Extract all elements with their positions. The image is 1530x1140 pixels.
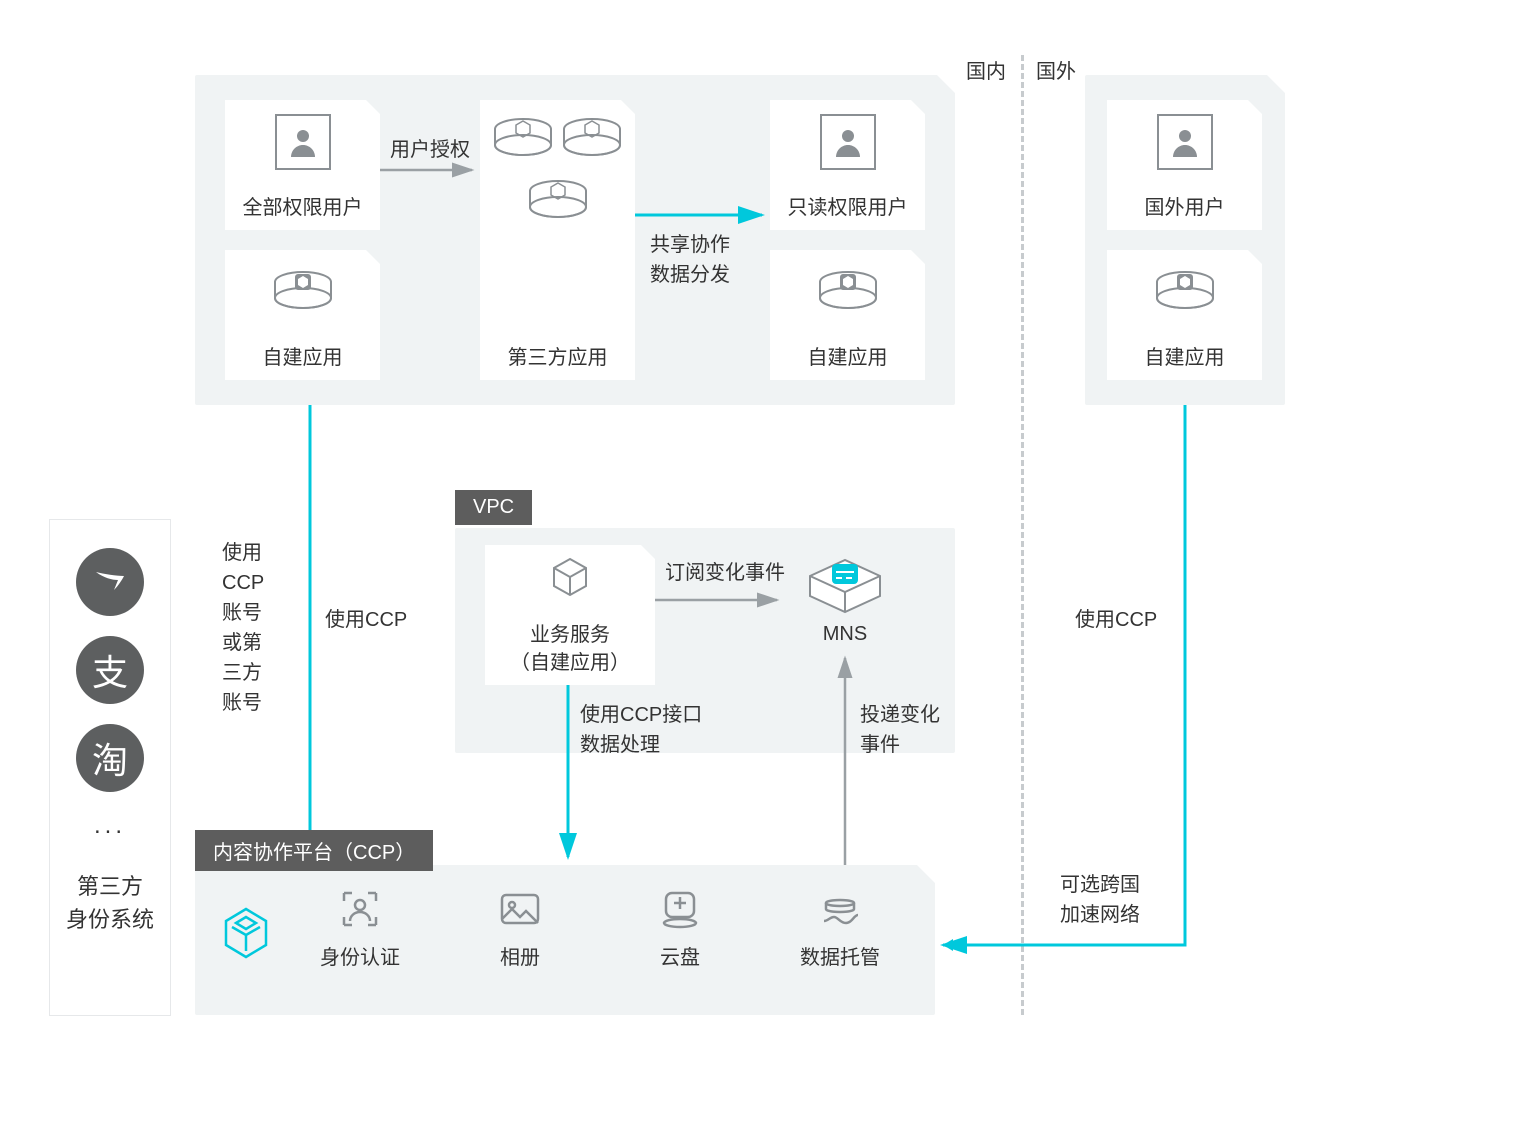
app-box-icon <box>1153 262 1217 326</box>
alipay-icon: 支 <box>76 636 144 704</box>
mns-node: MNS <box>790 548 900 646</box>
ccp-hex-icon <box>218 905 274 961</box>
region-domestic-label: 国内 <box>966 55 1006 84</box>
card-full-user: 全部权限用户 <box>225 100 380 230</box>
card-third-party-app: 第三方应用 <box>480 100 635 380</box>
third-party-app-label: 第三方应用 <box>480 341 635 370</box>
drive-icon <box>656 885 704 933</box>
dingtalk-icon <box>76 548 144 616</box>
mns-label: MNS <box>790 623 900 646</box>
user-icon <box>275 114 331 170</box>
ccp-title-tag: 内容协作平台（CCP） <box>195 830 433 871</box>
ccp-item-drive: 云盘 <box>615 885 745 970</box>
biz-service-label-2: （自建应用） <box>510 652 630 674</box>
domestic-panel: 全部权限用户 自建应用 第三方应用 <box>195 75 955 405</box>
third-party-title-2: 身份系统 <box>66 907 154 932</box>
arrow-share-label: 共享协作 数据分发 <box>650 230 730 290</box>
arrow-use-ccp-right-label: 使用CCP <box>1075 605 1157 635</box>
biz-service-label-1: 业务服务 <box>530 624 610 646</box>
ccp-drive-label: 云盘 <box>615 941 745 970</box>
cube-icon <box>546 555 594 599</box>
overseas-user-label: 国外用户 <box>1107 191 1262 220</box>
arrow-deliver-label: 投递变化 事件 <box>860 700 940 760</box>
overseas-panel: 国外用户 自建应用 <box>1085 75 1285 405</box>
card-biz-service: 业务服务 （自建应用） <box>485 545 655 685</box>
app-box-icon <box>816 262 880 326</box>
user-icon <box>1157 114 1213 170</box>
ccp-hosting-label: 数据托管 <box>775 941 905 970</box>
ccp-album-label: 相册 <box>455 941 585 970</box>
taobao-icon: 淘 <box>76 724 144 792</box>
overseas-self-app-label: 自建应用 <box>1107 341 1262 370</box>
mns-icon <box>800 548 890 618</box>
album-icon <box>496 885 544 933</box>
third-party-title-1: 第三方 <box>77 874 143 899</box>
hosting-icon <box>816 885 864 933</box>
third-party-identity-panel: 支 淘 ... 第三方 身份系统 <box>50 520 170 1015</box>
card-overseas-user: 国外用户 <box>1107 100 1262 230</box>
ccp-item-hosting: 数据托管 <box>775 885 905 970</box>
vpc-tag: VPC <box>455 490 532 525</box>
self-app-right-label: 自建应用 <box>770 341 925 370</box>
card-readonly-user: 只读权限用户 <box>770 100 925 230</box>
region-divider <box>1021 55 1024 1015</box>
app-box-icon <box>271 262 335 326</box>
ellipsis: ... <box>50 812 170 840</box>
puck-icon <box>526 178 590 228</box>
puck-icon <box>560 116 624 166</box>
arrow-use-ccp-left-label: 使用 CCP 账号 或第 三方 账号 <box>222 538 264 718</box>
arrow-use-ccp-mid-label: 使用CCP <box>325 605 407 635</box>
card-self-app-right: 自建应用 <box>770 250 925 380</box>
identity-icon <box>336 885 384 933</box>
arrow-overseas-accel-label: 可选跨国 加速网络 <box>1060 870 1140 930</box>
region-overseas-label: 国外 <box>1036 55 1076 84</box>
arrow-user-auth-label: 用户授权 <box>390 135 470 165</box>
card-self-app-left: 自建应用 <box>225 250 380 380</box>
arrow-subscribe-label: 订阅变化事件 <box>665 558 785 588</box>
ccp-identity-label: 身份认证 <box>295 941 425 970</box>
diagram-canvas: 国内 国外 全部权限用户 自建应用 <box>0 0 1530 1140</box>
arrow-domestic-to-ccp <box>300 405 320 865</box>
user-icon <box>820 114 876 170</box>
card-overseas-self-app: 自建应用 <box>1107 250 1262 380</box>
ccp-item-identity: 身份认证 <box>295 885 425 970</box>
puck-icon <box>491 116 555 166</box>
self-app-left-label: 自建应用 <box>225 341 380 370</box>
arrow-share <box>635 205 770 225</box>
ccp-item-album: 相册 <box>455 885 585 970</box>
ccp-logo <box>218 905 274 966</box>
readonly-user-label: 只读权限用户 <box>770 191 925 220</box>
arrow-use-ccp-api-label: 使用CCP接口 数据处理 <box>580 700 702 760</box>
full-user-label: 全部权限用户 <box>225 191 380 220</box>
